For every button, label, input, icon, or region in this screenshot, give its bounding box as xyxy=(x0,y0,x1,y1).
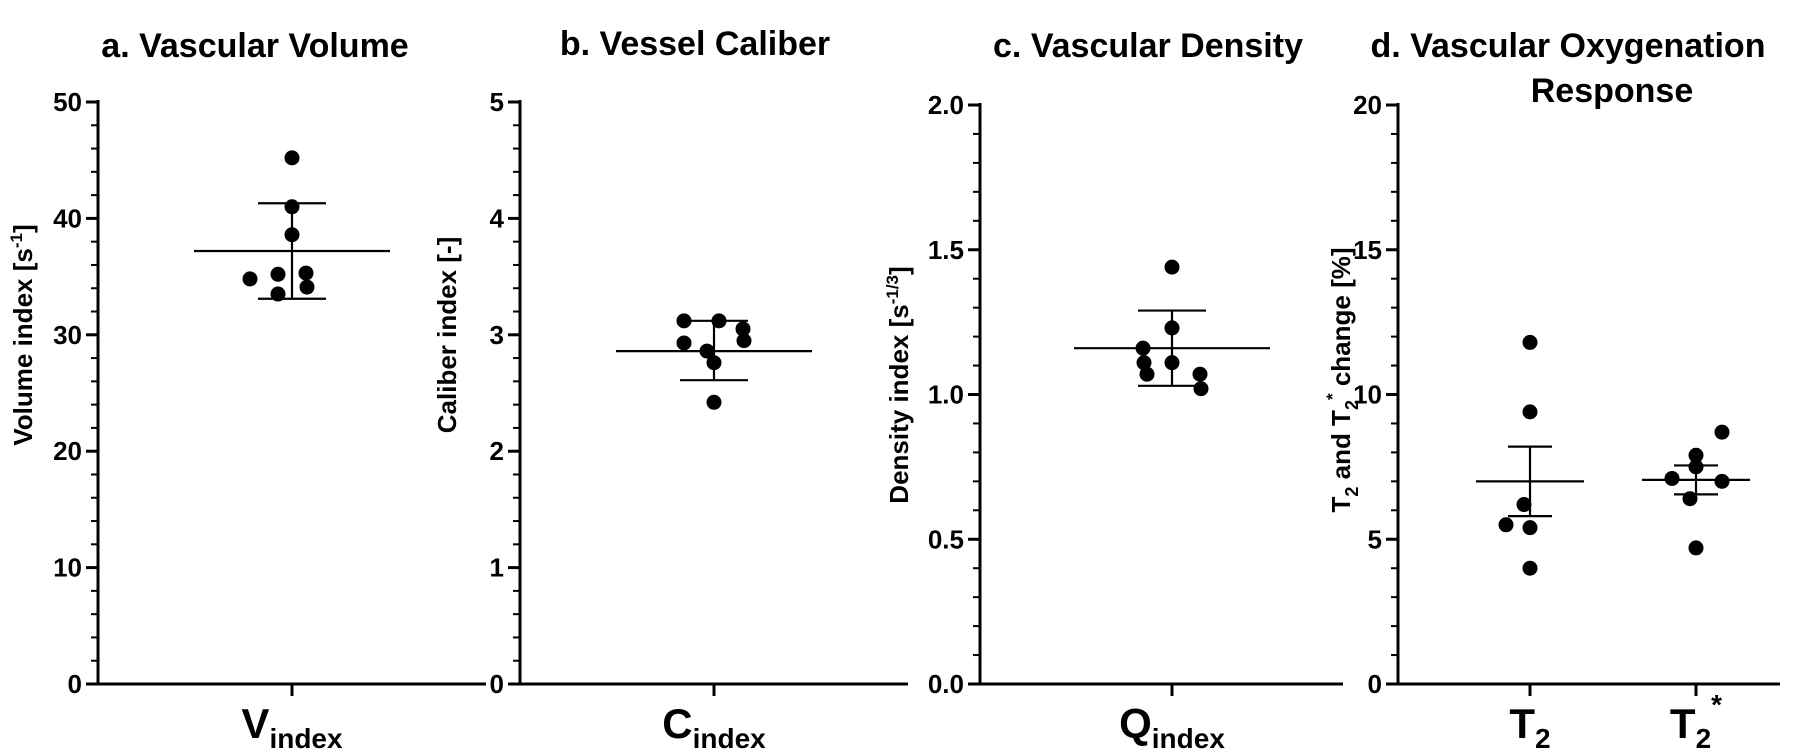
panel-c-data-point xyxy=(1136,355,1152,371)
panel-a-title: a. Vascular Volume xyxy=(101,27,408,65)
panel-d-plot-area xyxy=(1476,334,1750,576)
panel-a-y-tick-label: 0 xyxy=(68,669,82,699)
panel-d-data-point xyxy=(1688,540,1704,556)
panel-a-data-point xyxy=(270,266,286,282)
panel-a-y-tick-label: 20 xyxy=(53,436,82,466)
panel-c-y-tick-label: 0.5 xyxy=(928,524,964,554)
panel-c-data-point xyxy=(1192,366,1208,382)
panel-c-x-category-label: Qindex xyxy=(1119,700,1225,754)
panel-b-axes: 0 1 2 3 4 5 xyxy=(490,87,908,699)
panel-c-data-point xyxy=(1164,259,1180,275)
panel-b-plot-area xyxy=(616,313,812,410)
panel-b-y-axis-label: Caliber index [-] xyxy=(432,237,462,433)
panel-c-data-point xyxy=(1135,340,1151,356)
panel-d-y-tick-label: 0 xyxy=(1368,669,1382,699)
panel-a-y-axis-label: Volume index [s-1] xyxy=(7,224,38,445)
panel-c-plot-area xyxy=(1074,259,1270,397)
panel-b-x-category-label: Cindex xyxy=(662,700,766,754)
panel-d-data-point xyxy=(1664,470,1680,486)
panel-c: c. Vascular Density Density index [s-1/3… xyxy=(883,27,1343,754)
panel-d-data-point xyxy=(1682,491,1698,507)
panel-a-data-point xyxy=(284,199,300,215)
panel-d-y-tick-label: 10 xyxy=(1353,380,1382,410)
panel-d-y-tick-label: 20 xyxy=(1353,90,1382,120)
panel-d-title-line2: Response xyxy=(1531,72,1694,110)
panel-d-x-category-label-2: T2* xyxy=(1670,689,1722,754)
panel-b-y-tick-label: 3 xyxy=(490,320,504,350)
panel-d-data-point xyxy=(1714,473,1730,489)
panel-c-data-point xyxy=(1164,355,1180,371)
panel-d-title: d. Vascular Oxygenation xyxy=(1371,27,1766,65)
panel-c-data-point xyxy=(1164,320,1180,336)
panel-a-data-point xyxy=(242,271,258,287)
panel-a-data-point xyxy=(284,227,300,243)
panel-a-axes: 0 10 20 30 40 50 xyxy=(53,87,486,699)
panel-b-data-point xyxy=(736,333,752,349)
panel-c-axes: 0.0 0.5 1.0 1.5 2.0 xyxy=(928,90,1343,699)
panel-a-x-category-label: Vindex xyxy=(241,700,343,754)
panel-b-y-tick-label: 0 xyxy=(490,669,504,699)
panel-b-y-tick-label: 5 xyxy=(490,87,504,117)
panel-b-data-point xyxy=(706,394,722,410)
panel-b-data-point xyxy=(699,343,715,359)
panel-a-y-tick-label: 40 xyxy=(53,203,82,233)
panel-b-data-point xyxy=(711,313,727,329)
panel-d-x-category-label-1: T2 xyxy=(1509,700,1550,754)
panel-b-data-point xyxy=(706,355,722,371)
panel-a-y-tick-label: 50 xyxy=(53,87,82,117)
panel-c-y-tick-label: 1.0 xyxy=(928,380,964,410)
panel-c-data-point xyxy=(1139,366,1155,382)
panel-d: d. Vascular Oxygenation Response T2 and … xyxy=(1323,27,1780,754)
panel-d-y-tick-label: 5 xyxy=(1368,524,1382,554)
panel-c-y-tick-label: 2.0 xyxy=(928,90,964,120)
panel-a-plot-area xyxy=(194,150,390,302)
panel-b: b. Vessel Caliber Caliber index [-] 0 1 2 3… xyxy=(432,25,908,754)
panel-a-data-point xyxy=(299,279,315,295)
panel-c-y-tick-label: 1.5 xyxy=(928,235,964,265)
panel-b-data-point xyxy=(676,313,692,329)
panel-a: a. Vascular Volume Volume index [s-1] 0 1… xyxy=(7,27,486,754)
panel-d-data-point xyxy=(1688,447,1704,463)
panel-b-data-point xyxy=(676,335,692,351)
panel-d-data-point xyxy=(1688,459,1704,475)
panel-a-y-tick-label: 30 xyxy=(53,320,82,350)
panel-d-data-point xyxy=(1714,424,1730,440)
panel-d-y-axis-label: T2 and T2* change [%] xyxy=(1323,247,1362,512)
panel-a-data-point xyxy=(270,286,286,302)
panel-d-axes: 0 5 10 15 20 xyxy=(1353,90,1780,699)
panel-c-title: c. Vascular Density xyxy=(993,27,1303,65)
panel-d-data-point xyxy=(1522,334,1538,350)
panel-b-data-point xyxy=(735,321,751,337)
panel-c-data-point xyxy=(1193,381,1209,397)
panel-d-y-tick-label: 15 xyxy=(1353,235,1382,265)
panel-d-data-point xyxy=(1498,517,1514,533)
panel-d-data-point xyxy=(1516,497,1532,513)
panel-b-title: b. Vessel Caliber xyxy=(560,25,830,63)
panel-b-y-tick-label: 4 xyxy=(490,203,505,233)
panel-a-data-point xyxy=(298,265,314,281)
panel-d-data-point xyxy=(1522,560,1538,576)
panel-d-data-point xyxy=(1522,404,1538,420)
panel-d-data-point xyxy=(1522,520,1538,536)
panel-c-y-tick-label: 0.0 xyxy=(928,669,964,699)
panel-c-y-axis-label: Density index [s-1/3] xyxy=(883,266,914,503)
panel-a-data-point xyxy=(284,150,300,166)
panel-b-y-tick-label: 2 xyxy=(490,436,504,466)
panel-a-y-tick-label: 10 xyxy=(53,553,82,583)
panel-b-y-tick-label: 1 xyxy=(490,553,504,583)
